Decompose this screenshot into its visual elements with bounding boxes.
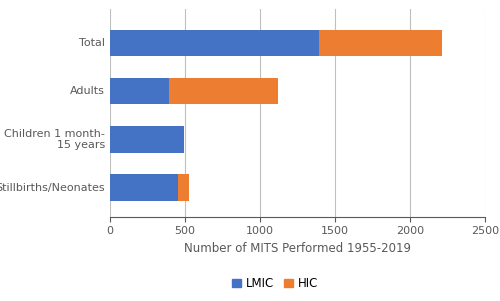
- Bar: [110, 126, 184, 153]
- Bar: [110, 78, 168, 104]
- Bar: [110, 29, 318, 56]
- Bar: [318, 29, 442, 56]
- Bar: [168, 78, 278, 104]
- Bar: [178, 175, 189, 201]
- X-axis label: Number of MITS Performed 1955-2019: Number of MITS Performed 1955-2019: [184, 242, 411, 255]
- Legend: LMIC, HIC: LMIC, HIC: [227, 273, 323, 295]
- Bar: [110, 175, 178, 201]
